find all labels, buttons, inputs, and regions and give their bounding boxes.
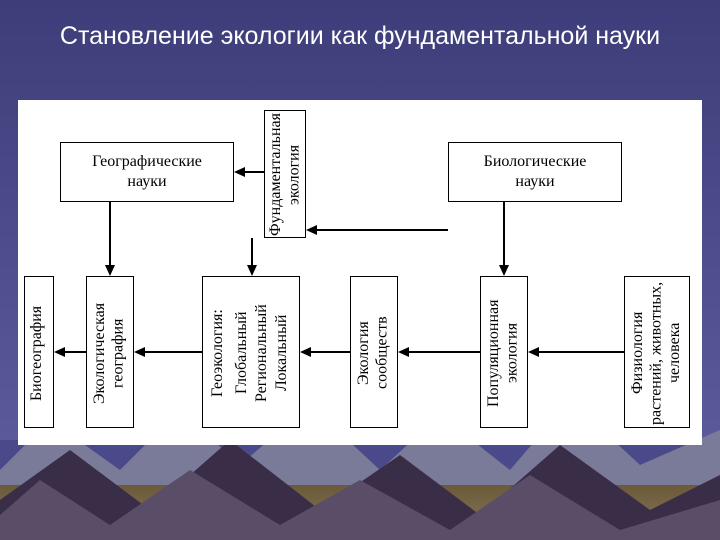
label-geoecology: Геоэкология: xyxy=(209,281,227,425)
label-geo-sciences: Географические науки xyxy=(92,152,202,192)
box-biogeography: Биогеография xyxy=(24,276,54,428)
box-population-ecology: Популяционная экология xyxy=(480,276,528,428)
label-community-ecology: Экология сообществ xyxy=(355,281,392,425)
label-geoecology-local: Локальный xyxy=(273,281,291,425)
box-physiology: Физиология растений, животных, человека xyxy=(624,276,690,428)
diagram-area: Географические науки Фундаментальная эко… xyxy=(18,100,702,445)
label-eco-geography: Экологическая география xyxy=(91,281,128,425)
label-bio-sciences: Биологические науки xyxy=(484,152,587,192)
label-population-ecology: Популяционная экология xyxy=(485,281,522,425)
mountains-front xyxy=(0,430,720,540)
box-community-ecology: Экология сообществ xyxy=(350,276,398,428)
box-geo-sciences: Географические науки xyxy=(60,142,234,202)
label-biogeography: Биогеография xyxy=(28,281,46,425)
box-geoecology: Геоэкология: Глобальный Региональный Лок… xyxy=(202,276,300,428)
slide-title: Становление экологии как фундаментальной… xyxy=(0,22,720,51)
label-geoecology-regional: Региональный xyxy=(253,281,271,425)
box-fundamental-ecology: Фундаментальная экология xyxy=(264,110,306,238)
label-geoecology-global: Глобальный xyxy=(233,281,251,425)
label-fundamental-ecology: Фундаментальная экология xyxy=(267,113,304,237)
box-bio-sciences: Биологические науки xyxy=(448,142,622,202)
box-eco-geography: Экологическая география xyxy=(86,276,134,428)
label-physiology: Физиология растений, животных, человека xyxy=(629,281,684,425)
